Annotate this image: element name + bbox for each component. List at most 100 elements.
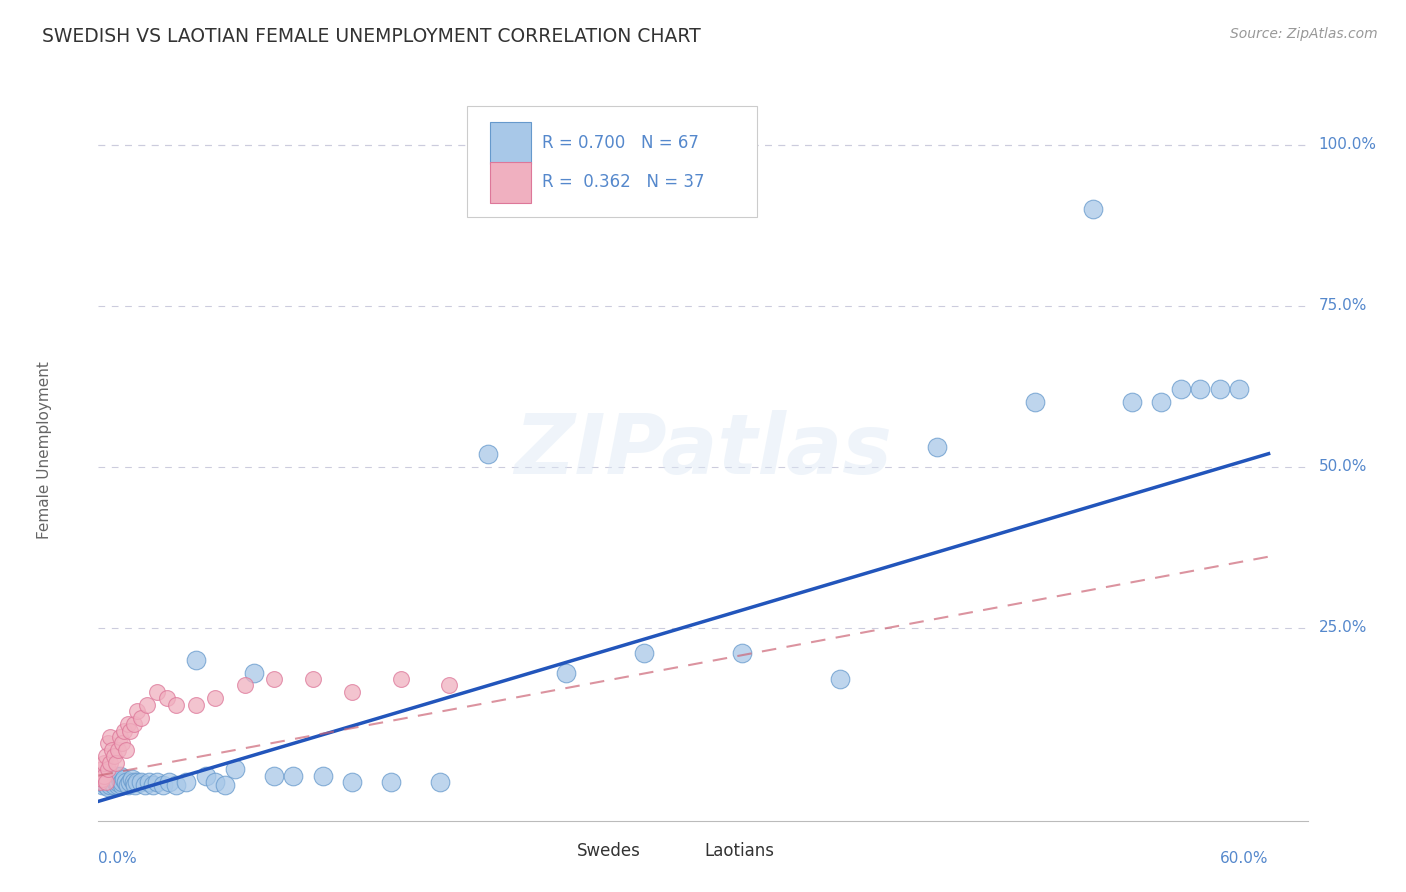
Text: ZIPatlas: ZIPatlas	[515, 410, 891, 491]
Point	[439, 678, 461, 692]
Point	[731, 646, 754, 660]
Point	[98, 730, 121, 744]
Point	[96, 778, 118, 792]
Point	[114, 743, 136, 757]
Point	[107, 775, 129, 789]
Point	[97, 780, 120, 794]
Point	[93, 756, 115, 770]
Point	[98, 756, 121, 770]
Point	[127, 704, 149, 718]
Point	[134, 778, 156, 792]
Text: Swedes: Swedes	[578, 842, 641, 860]
Point	[104, 756, 127, 770]
Text: SWEDISH VS LAOTIAN FEMALE UNEMPLOYMENT CORRELATION CHART: SWEDISH VS LAOTIAN FEMALE UNEMPLOYMENT C…	[42, 27, 702, 45]
Point	[1150, 395, 1173, 409]
Point	[214, 778, 236, 792]
Point	[174, 775, 197, 789]
Point	[263, 768, 285, 782]
Point	[104, 768, 127, 782]
Point	[93, 772, 115, 786]
Point	[111, 775, 134, 789]
Point	[224, 762, 246, 776]
Point	[91, 768, 114, 782]
Point	[103, 778, 125, 792]
Text: 75.0%: 75.0%	[1319, 298, 1367, 313]
Text: 25.0%: 25.0%	[1319, 620, 1367, 635]
Point	[96, 768, 118, 782]
Point	[121, 772, 143, 786]
Point	[340, 685, 363, 699]
FancyBboxPatch shape	[491, 161, 531, 203]
Point	[828, 672, 851, 686]
Point	[107, 743, 129, 757]
Point	[233, 678, 256, 692]
Point	[429, 775, 451, 789]
Point	[925, 440, 948, 454]
Point	[165, 698, 187, 712]
Point	[184, 653, 207, 667]
Point	[122, 775, 145, 789]
FancyBboxPatch shape	[491, 122, 531, 164]
Point	[97, 768, 120, 782]
Point	[117, 778, 139, 792]
Point	[1121, 395, 1143, 409]
Text: R = 0.700   N = 67: R = 0.700 N = 67	[543, 134, 699, 153]
Point	[111, 736, 134, 750]
Point	[136, 698, 159, 712]
Point	[89, 775, 111, 789]
Point	[101, 775, 124, 789]
Point	[142, 778, 165, 792]
Point	[91, 762, 114, 776]
Point	[114, 775, 136, 789]
Point	[91, 772, 114, 786]
Point	[340, 775, 363, 789]
Point	[1227, 382, 1250, 396]
Point	[118, 775, 141, 789]
Point	[1189, 382, 1212, 396]
Point	[97, 736, 120, 750]
Point	[1170, 382, 1192, 396]
Point	[312, 768, 335, 782]
Text: Source: ZipAtlas.com: Source: ZipAtlas.com	[1230, 27, 1378, 41]
Point	[118, 723, 141, 738]
Text: 0.0%: 0.0%	[98, 851, 138, 866]
Point	[138, 775, 160, 789]
FancyBboxPatch shape	[657, 835, 699, 867]
Point	[146, 685, 169, 699]
Point	[108, 772, 131, 786]
Point	[157, 775, 180, 789]
Point	[633, 646, 655, 660]
Point	[194, 768, 217, 782]
Point	[98, 772, 121, 786]
Point	[263, 672, 285, 686]
Point	[152, 778, 174, 792]
Point	[97, 762, 120, 776]
Point	[89, 775, 111, 789]
Point	[1081, 202, 1104, 216]
Point	[101, 768, 124, 782]
Text: 60.0%: 60.0%	[1220, 851, 1268, 866]
Text: Laotians: Laotians	[704, 842, 775, 860]
Point	[96, 749, 118, 764]
Point	[555, 665, 578, 680]
Point	[111, 778, 134, 792]
Point	[112, 772, 135, 786]
Text: 100.0%: 100.0%	[1319, 137, 1376, 153]
Point	[91, 778, 114, 792]
Point	[97, 775, 120, 789]
Point	[108, 768, 131, 782]
Point	[127, 775, 149, 789]
Point	[107, 778, 129, 792]
Point	[103, 749, 125, 764]
Point	[380, 775, 402, 789]
Point	[93, 775, 115, 789]
Point	[98, 778, 121, 792]
Point	[131, 711, 153, 725]
Point	[146, 775, 169, 789]
Point	[96, 775, 118, 789]
Point	[184, 698, 207, 712]
Point	[302, 672, 325, 686]
Point	[93, 768, 115, 782]
Point	[389, 672, 412, 686]
Text: 50.0%: 50.0%	[1319, 459, 1367, 474]
